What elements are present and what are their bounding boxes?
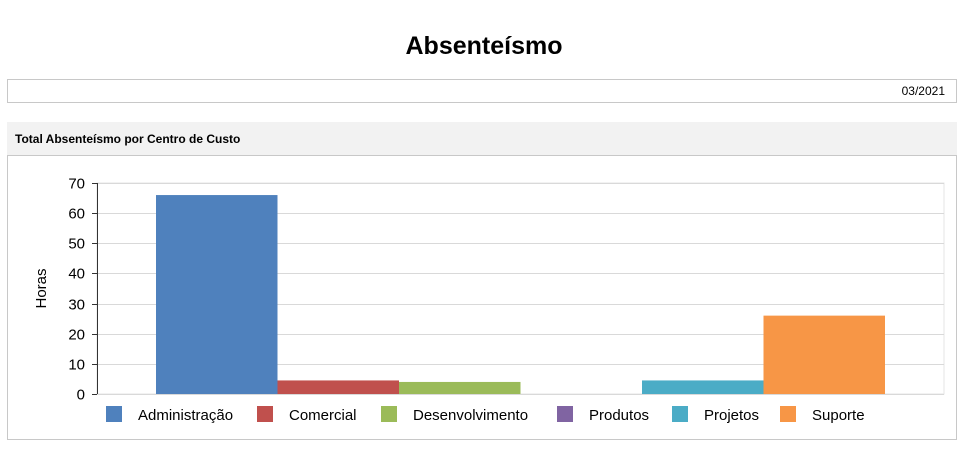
legend-label: Desenvolvimento [413,407,528,424]
y-tick-label: 40 [68,266,85,283]
y-axis-title: Horas [33,268,50,308]
legend-swatch [381,406,397,422]
y-tick-label: 60 [68,206,85,223]
page-title: Absenteísmo [405,32,563,60]
y-tick-label: 0 [77,387,85,404]
legend-label: Produtos [589,407,649,424]
period-value: 03/2021 [901,84,945,98]
y-tick-label: 30 [68,297,85,314]
legend-label: Comercial [289,407,357,424]
bar-suporte [763,315,885,394]
section-header: Total Absenteísmo por Centro de Custo [7,122,957,155]
legend-swatch [780,406,796,422]
y-tick-label: 50 [68,236,85,253]
legend-label: Suporte [812,407,865,424]
chart-panel: 0 10 20 30 40 50 60 70 Horas Administração Comerci… [7,155,957,440]
bar-desenvolvimento [399,381,521,394]
absenteeism-bar-chart: 0 10 20 30 40 50 60 70 Horas Administração Comerci… [33,176,945,424]
y-tick-label: 20 [68,327,85,344]
bar-projetos [642,380,764,394]
bar-administração [156,195,278,394]
legend-label: Projetos [704,407,759,424]
y-tick-label: 10 [68,357,85,374]
legend-swatch [257,406,273,422]
y-tick-label: 70 [68,176,85,193]
legend-swatch [672,406,688,422]
period-field: 03/2021 [7,79,957,103]
section-title: Total Absenteísmo por Centro de Custo [15,132,241,146]
bar-comercial [277,380,399,394]
legend-swatch [557,406,573,422]
legend-swatch [106,406,122,422]
legend-label: Administração [138,407,233,424]
